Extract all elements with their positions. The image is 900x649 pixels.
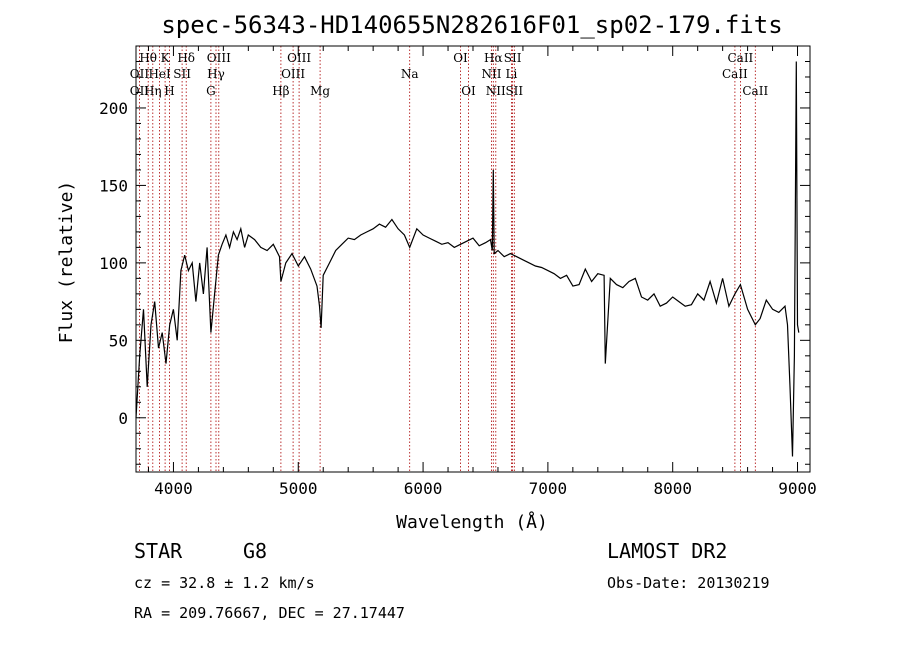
spectral-line-label: Li: [505, 67, 517, 81]
spectral-line-label: NII: [486, 84, 506, 98]
spectral-line-label: Hα: [484, 51, 503, 65]
spectral-line-label: CaII: [722, 67, 748, 81]
spectral-line-label: OII: [130, 84, 150, 98]
spectral-line-label: Hδ: [177, 51, 195, 65]
spectral-line-label: Hγ: [207, 67, 225, 81]
object-class: STAR: [134, 539, 183, 563]
spectral-line-label: OI: [461, 84, 476, 98]
spectral-line-label: OII: [130, 67, 150, 81]
x-tick-label: 5000: [279, 479, 318, 498]
spectral-line-label: Hβ: [272, 84, 289, 98]
spectral-line-label: OI: [453, 51, 468, 65]
spectral-line-label: Hθ: [139, 51, 157, 65]
spectral-line-label: OIII: [281, 67, 305, 81]
spectral-line-markers: [138, 46, 756, 472]
coordinates: RA = 209.76667, DEC = 27.17447: [134, 604, 405, 622]
spectral-line-label: SII: [504, 51, 522, 65]
object-subclass: G8: [243, 539, 268, 563]
spectral-line-label: NII: [482, 67, 502, 81]
x-axis: 4000 5000 6000 7000 8000 9000: [147, 46, 817, 498]
chart-title: spec-56343-HD140655N282616F01_sp02-179.f…: [161, 11, 782, 39]
spectral-line-label: SII: [505, 84, 523, 98]
x-tick-label: 9000: [778, 479, 817, 498]
x-tick-label: 7000: [529, 479, 568, 498]
spectral-line-label: G: [206, 84, 216, 98]
y-axis: 0 50 100 150 200: [99, 45, 810, 465]
observation-date: Obs-Date: 20130219: [607, 574, 770, 592]
spectral-line-label: CaII: [742, 84, 768, 98]
y-tick-label: 150: [99, 176, 128, 195]
y-tick-label: 100: [99, 254, 128, 273]
spectral-line-label: SII: [173, 67, 191, 81]
y-tick-label: 200: [99, 99, 128, 118]
spectral-line-label: Mg: [310, 84, 330, 98]
x-tick-label: 6000: [404, 479, 443, 498]
x-tick-label: 4000: [154, 479, 193, 498]
spectrum-line: [135, 61, 800, 457]
survey-name: LAMOST DR2: [607, 539, 728, 563]
y-tick-label: 0: [118, 409, 128, 428]
spectral-line-label: Hη: [144, 84, 162, 98]
spectral-line-label: Na: [401, 67, 419, 81]
spectral-line-label: H: [164, 84, 174, 98]
y-tick-label: 50: [109, 331, 128, 350]
spectral-line-label: OIII: [207, 51, 231, 65]
spectral-line-label: K: [161, 51, 171, 65]
spectral-line-label: HeI: [148, 67, 171, 81]
x-axis-label: Wavelength (Å): [396, 511, 548, 533]
plot-frame: [135, 45, 811, 473]
redshift-cz: cz = 32.8 ± 1.2 km/s: [134, 574, 315, 592]
y-axis-label: Flux (relative): [56, 181, 77, 344]
spectral-line-label: OIII: [287, 51, 311, 65]
spectral-line-label: CaII: [727, 51, 753, 65]
x-tick-label: 8000: [653, 479, 692, 498]
